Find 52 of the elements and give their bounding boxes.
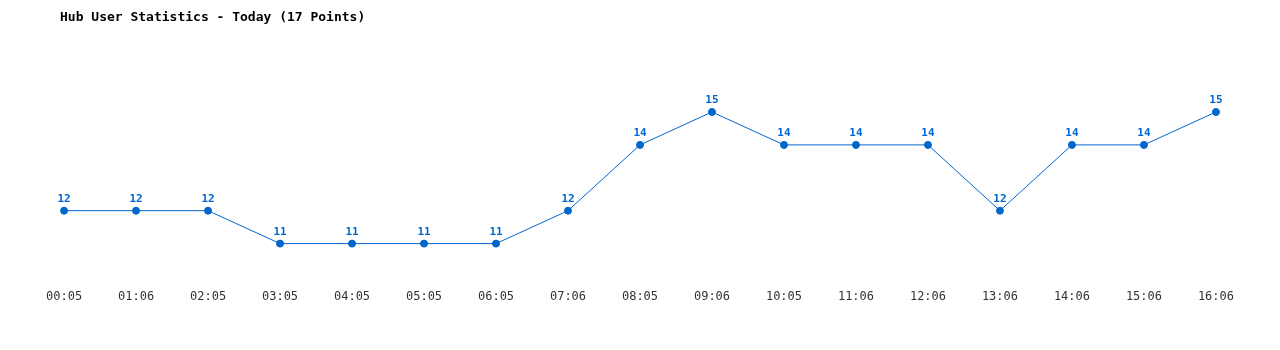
data-label: 12 bbox=[561, 192, 575, 206]
data-label: 11 bbox=[345, 224, 360, 238]
x-tick-label: 05:05 bbox=[405, 288, 443, 303]
x-tick-label: 02:05 bbox=[189, 288, 227, 303]
data-label: 14 bbox=[1065, 126, 1079, 140]
point bbox=[348, 239, 357, 248]
x-tick-label: 13:06 bbox=[981, 288, 1019, 303]
x-tick-label: 14:06 bbox=[1053, 288, 1091, 303]
x-tick-label: 12:06 bbox=[909, 288, 947, 303]
point bbox=[923, 140, 932, 149]
x-tick-label: 16:06 bbox=[1197, 288, 1234, 303]
x-tick-label: 11:06 bbox=[837, 288, 875, 303]
data-label: 14 bbox=[849, 126, 863, 140]
data-label: 11 bbox=[417, 224, 432, 238]
x-tick-label: 01:06 bbox=[117, 288, 155, 303]
point bbox=[636, 140, 644, 149]
x-tick-label: 04:05 bbox=[333, 288, 371, 303]
point bbox=[1139, 140, 1148, 149]
data-label: 14 bbox=[1137, 126, 1151, 140]
x-tick-label: 09:06 bbox=[693, 288, 731, 303]
point bbox=[60, 206, 69, 215]
data-label: 11 bbox=[273, 224, 288, 238]
x-tick-label: 15:06 bbox=[1125, 288, 1163, 303]
point bbox=[1067, 140, 1076, 149]
x-tick-label: 10:05 bbox=[765, 288, 803, 303]
point bbox=[707, 108, 716, 116]
data-label: 12 bbox=[129, 192, 143, 206]
x-tick-label: 08:05 bbox=[621, 288, 659, 303]
data-label: 12 bbox=[57, 192, 71, 206]
x-tick-label: 03:05 bbox=[261, 288, 299, 303]
x-tick-label: 00:05 bbox=[46, 288, 83, 303]
point bbox=[1211, 108, 1220, 116]
point bbox=[132, 206, 141, 215]
point bbox=[995, 206, 1004, 215]
point bbox=[276, 239, 285, 248]
data-label: 14 bbox=[777, 126, 791, 140]
point bbox=[779, 140, 788, 149]
data-label: 11 bbox=[489, 224, 504, 238]
x-tick-label: 07:06 bbox=[549, 288, 587, 303]
data-label: 14 bbox=[921, 126, 935, 140]
point bbox=[851, 140, 860, 149]
point bbox=[564, 206, 573, 215]
data-label: 15 bbox=[705, 93, 719, 107]
data-label: 14 bbox=[633, 126, 647, 140]
point bbox=[204, 206, 213, 215]
data-label: 12 bbox=[201, 192, 215, 206]
chart-title: Hub User Statistics - Today (17 Points) bbox=[60, 9, 366, 25]
point bbox=[492, 239, 501, 248]
data-label: 15 bbox=[1209, 93, 1223, 107]
x-tick-label: 06:05 bbox=[477, 288, 515, 303]
data-label: 12 bbox=[993, 192, 1007, 206]
point bbox=[420, 239, 429, 248]
